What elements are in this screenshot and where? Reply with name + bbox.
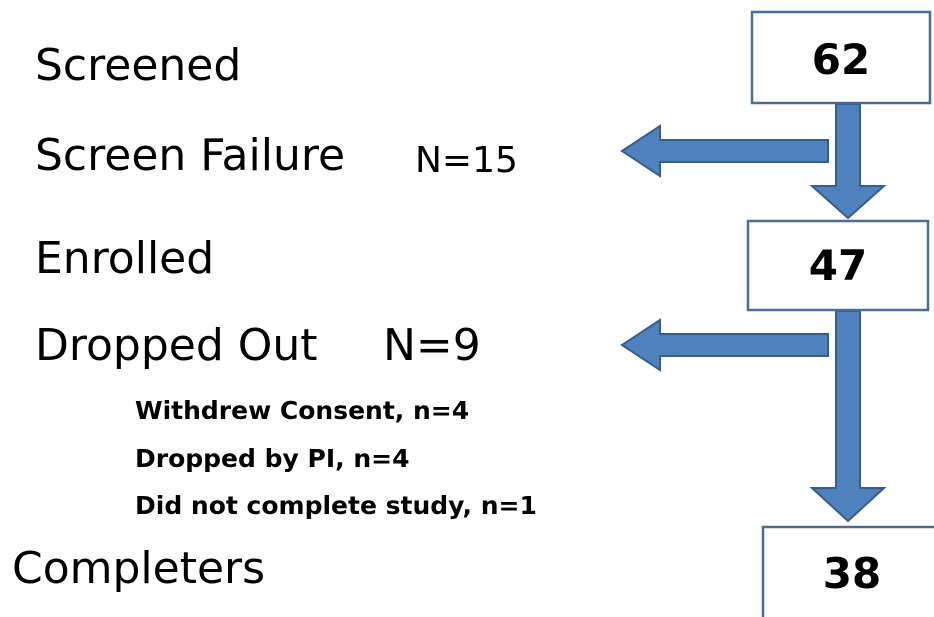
stage-label: Enrolled [35,233,214,284]
exit-label: Screen Failure [35,130,345,181]
count: 38 [823,549,881,598]
left-arrow [620,318,829,372]
exit-label: Dropped Out [35,320,318,371]
left-arrow [620,124,829,178]
count-box [746,219,930,312]
count: 62 [812,35,870,84]
count: 47 [809,241,867,290]
reason: Did not complete study, n=1 [135,491,537,520]
down-arrow [809,103,887,220]
stage-label: Screened [35,40,241,91]
stage-label: Completers [12,543,265,594]
down-arrow [809,310,887,523]
count-box [750,10,932,105]
reason: Withdrew Consent, n=4 [135,396,469,425]
exit-count: N=15 [415,140,518,181]
exit-count: N=9 [383,320,481,371]
count-box [761,525,934,617]
reason: Dropped by PI, n=4 [135,444,409,473]
